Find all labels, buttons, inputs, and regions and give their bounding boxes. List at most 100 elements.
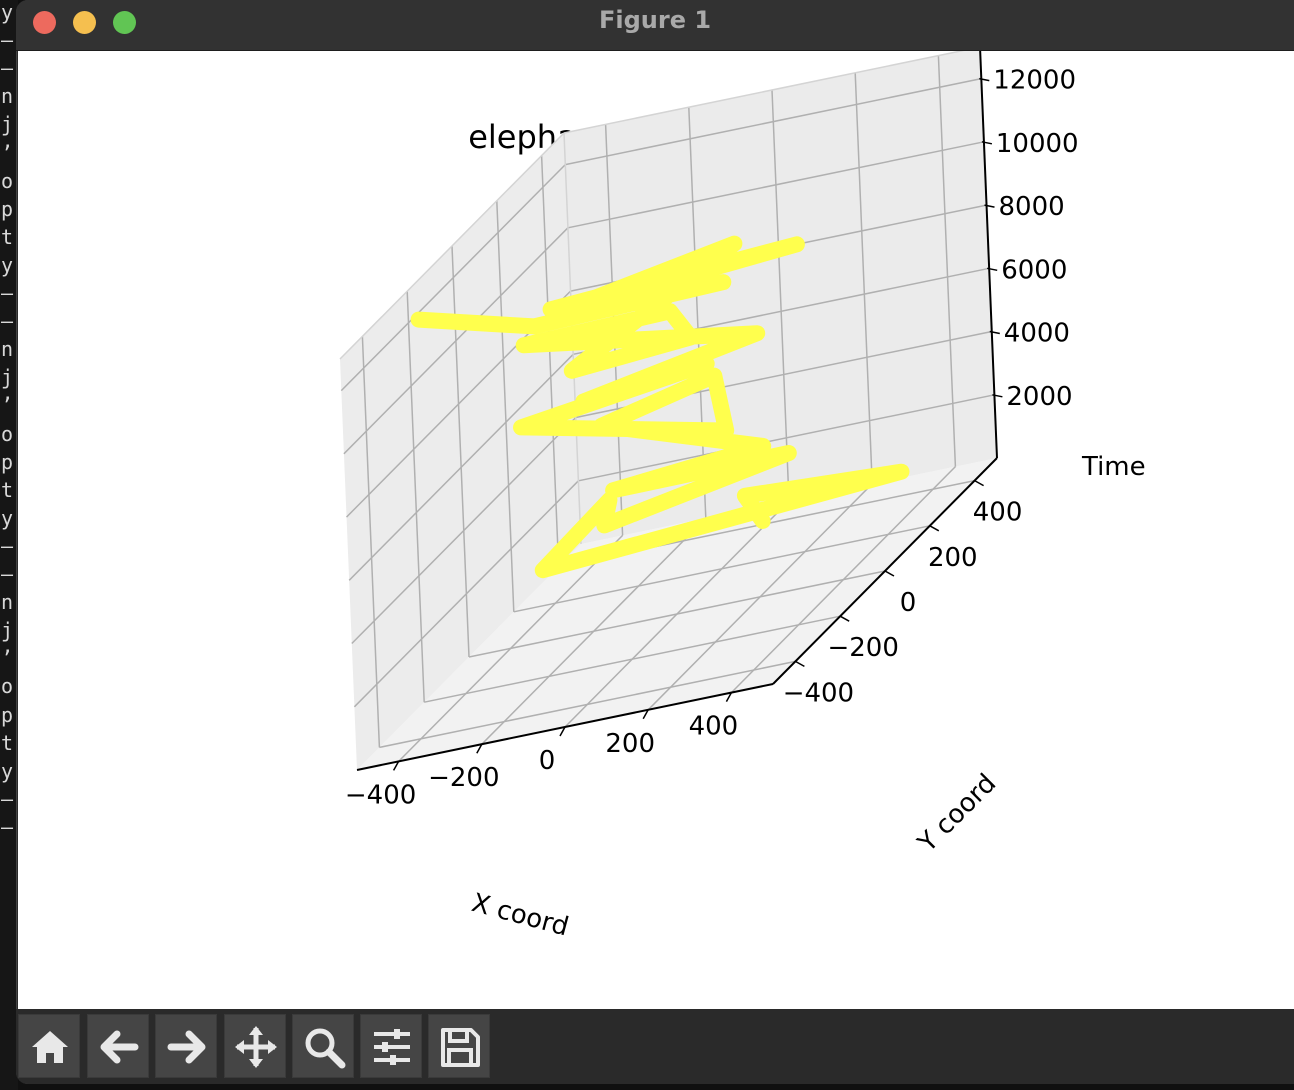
terminal-char: – <box>1 533 14 558</box>
z-axis-label: Time <box>1081 452 1146 482</box>
gridline <box>937 55 957 467</box>
y-tick <box>884 570 895 577</box>
terminal-char: j <box>1 365 14 390</box>
save-floppy-icon <box>441 1028 480 1067</box>
pane-edge <box>563 46 981 134</box>
x-tick <box>476 743 483 754</box>
z-tick-label: 12000 <box>993 66 1076 96</box>
gridline <box>854 72 873 484</box>
x-tick <box>559 726 566 737</box>
terminal-char: o <box>1 674 14 699</box>
terminal-char: – <box>1 281 14 305</box>
terminal-char: ’ <box>1 646 14 671</box>
terminal-char: y <box>1 0 14 24</box>
z-tick <box>984 204 995 208</box>
z-tick-label: 2000 <box>1006 382 1072 412</box>
x-tick-label: 400 <box>689 712 739 742</box>
gridline <box>540 155 560 567</box>
gridline <box>688 107 707 519</box>
terminal-char: p <box>1 449 14 474</box>
figure-canvas[interactable]: elephant herd movement −400−2000200400−4… <box>18 46 1294 1009</box>
gridline <box>565 77 982 166</box>
title-bar[interactable]: Figure 1 <box>16 0 1294 51</box>
gridline <box>424 615 841 703</box>
home-icon <box>32 1031 68 1063</box>
z-tick-label: 6000 <box>1001 255 1067 285</box>
forward-button[interactable] <box>155 1014 217 1078</box>
zoom-magnifier-icon <box>305 1028 346 1069</box>
gridline <box>771 89 790 502</box>
figure-window: Figure 1 elephant herd movement −400−200… <box>16 0 1294 1084</box>
terminal-char: j <box>1 112 14 137</box>
chart-3d[interactable]: elephant herd movement −400−2000200400−4… <box>18 46 1294 1009</box>
gridline <box>468 570 886 658</box>
z-tick <box>992 394 1003 398</box>
gridline <box>343 227 569 455</box>
x-tick-label: −400 <box>345 780 416 810</box>
terminal-char: t <box>1 477 14 502</box>
z-tick <box>987 267 998 272</box>
terminal-char: ’ <box>1 140 14 165</box>
window-title: Figure 1 <box>598 6 712 34</box>
gridline <box>567 141 985 229</box>
gridline <box>340 164 566 392</box>
y-tick-label: 400 <box>973 498 1023 528</box>
z-tick-label: 8000 <box>999 192 1065 222</box>
x-tick <box>725 692 733 702</box>
terminal-char: o <box>1 168 14 193</box>
terminal-edge: y – – n j’ o p t y – – n j’ o p t y – – n j’ o p t y – – <box>0 0 18 1090</box>
terminal-char: – <box>1 786 14 811</box>
terminal-char: – <box>1 56 14 81</box>
navigation-toolbar <box>16 1009 1294 1084</box>
minimize-window-button[interactable] <box>73 11 96 34</box>
terminal-char: t <box>1 730 14 755</box>
gridline <box>379 660 796 749</box>
gridline <box>406 291 425 703</box>
x-tick-label: 0 <box>539 746 556 776</box>
pan-move-icon <box>235 1026 277 1068</box>
y-tick <box>929 525 940 532</box>
terminal-char: t <box>1 224 14 249</box>
y-tick <box>974 479 984 487</box>
terminal-char: p <box>1 702 14 727</box>
forward-arrow-icon <box>167 1030 206 1064</box>
y-tick-label: 200 <box>928 543 978 573</box>
terminal-char: – <box>1 814 14 839</box>
back-button[interactable] <box>87 1014 149 1078</box>
zoom-button[interactable] <box>292 1014 354 1078</box>
z-tick <box>979 77 990 82</box>
gridline <box>578 394 995 482</box>
z-tick-label: 10000 <box>996 129 1079 159</box>
zoom-window-button[interactable] <box>113 11 136 34</box>
configure-subplots-button[interactable] <box>360 1014 422 1078</box>
terminal-char: – <box>1 28 14 53</box>
x-tick <box>642 709 649 720</box>
pane-edge <box>339 132 565 360</box>
gridline <box>496 200 515 612</box>
y-tick-label: −200 <box>827 633 898 663</box>
gridline <box>361 336 381 748</box>
close-window-button[interactable] <box>33 11 56 34</box>
terminal-char: p <box>1 196 14 221</box>
gridline <box>513 525 930 613</box>
gridline <box>353 480 579 708</box>
x-tick-label: 200 <box>605 729 655 759</box>
back-arrow-icon <box>100 1030 139 1064</box>
terminal-char: – <box>1 562 14 586</box>
z-tick <box>989 330 1000 335</box>
y-tick-label: 0 <box>900 588 917 618</box>
terminal-char: n <box>1 590 14 615</box>
y-axis-label: Y coord <box>912 768 1003 859</box>
z-axis-line <box>979 46 998 459</box>
z-tick-label: 4000 <box>1004 319 1070 349</box>
gridline <box>351 416 577 645</box>
home-button[interactable] <box>18 1014 80 1078</box>
save-button[interactable] <box>428 1014 490 1078</box>
terminal-char: ’ <box>1 393 14 418</box>
y-tick <box>795 660 805 668</box>
terminal-char: y <box>1 252 14 277</box>
terminal-char: o <box>1 421 14 446</box>
terminal-char: – <box>1 309 14 334</box>
configure-subplots-icon <box>374 1029 410 1065</box>
pan-button[interactable] <box>224 1014 286 1078</box>
